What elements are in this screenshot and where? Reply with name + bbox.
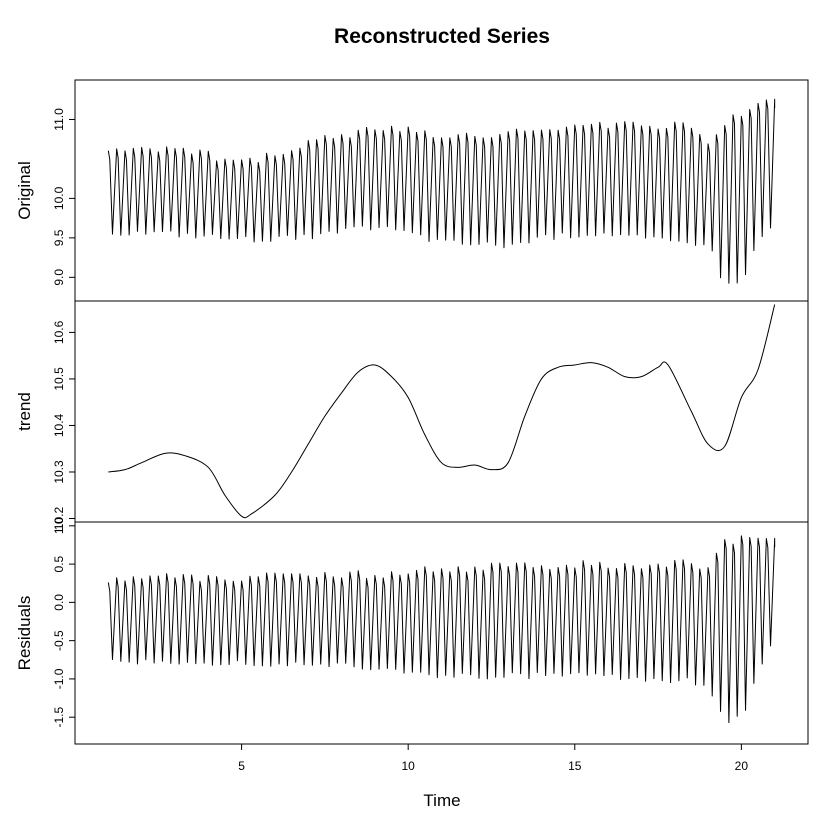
panel-original: 9.0 9.5 10.0 11.0 Original — [15, 79, 809, 302]
y-tick-label: -0.5 — [52, 630, 66, 651]
x-tick-label: 15 — [568, 759, 582, 773]
y-tick-label: 10.5 — [52, 367, 66, 391]
y-tick-label: 11.0 — [52, 108, 66, 131]
panel-residuals: -1.5 -1.0 -0.5 0.0 0.5 1.0 Residuals — [15, 517, 809, 745]
y-axis-label-residuals: Residuals — [15, 596, 34, 671]
y-tick-label: 10.4 — [52, 413, 66, 437]
y-tick-label: -1.5 — [52, 707, 66, 728]
y-axis-label-trend: trend — [15, 392, 34, 431]
chart-title: Reconstructed Series — [334, 25, 550, 48]
panel-frame — [74, 300, 809, 523]
y-tick-label: 10.0 — [52, 186, 66, 210]
y-tick-label: -1.0 — [52, 668, 66, 689]
y-tick-label: 9.0 — [52, 269, 66, 286]
y-tick-label: 10.2 — [52, 507, 66, 531]
y-tick-label: 9.5 — [52, 229, 66, 246]
y-tick-label: 10.3 — [52, 460, 66, 484]
x-tick-label: 20 — [735, 759, 749, 773]
panels-group: 9.09.510.011.0Original10.210.310.410.510… — [15, 79, 809, 773]
x-tick-label: 5 — [238, 759, 245, 773]
panel-trend: 10.2 10.3 10.4 10.5 10.6 trend — [15, 300, 809, 531]
series-line-residuals — [107, 535, 776, 724]
series-line-trend — [108, 304, 776, 519]
y-axis-label-original: Original — [15, 161, 34, 220]
x-tick-label: 10 — [402, 759, 416, 773]
y-tick-label: 1.0 — [52, 517, 66, 534]
series-line-original — [107, 98, 776, 284]
y-tick-label: 0.0 — [52, 594, 66, 611]
y-tick-label: 10.6 — [52, 320, 66, 344]
panel-frame — [74, 521, 809, 745]
x-axis-label: Time — [423, 791, 460, 810]
y-tick-label: 0.5 — [52, 555, 66, 572]
x-axis: 5 10 15 20 — [238, 744, 748, 773]
